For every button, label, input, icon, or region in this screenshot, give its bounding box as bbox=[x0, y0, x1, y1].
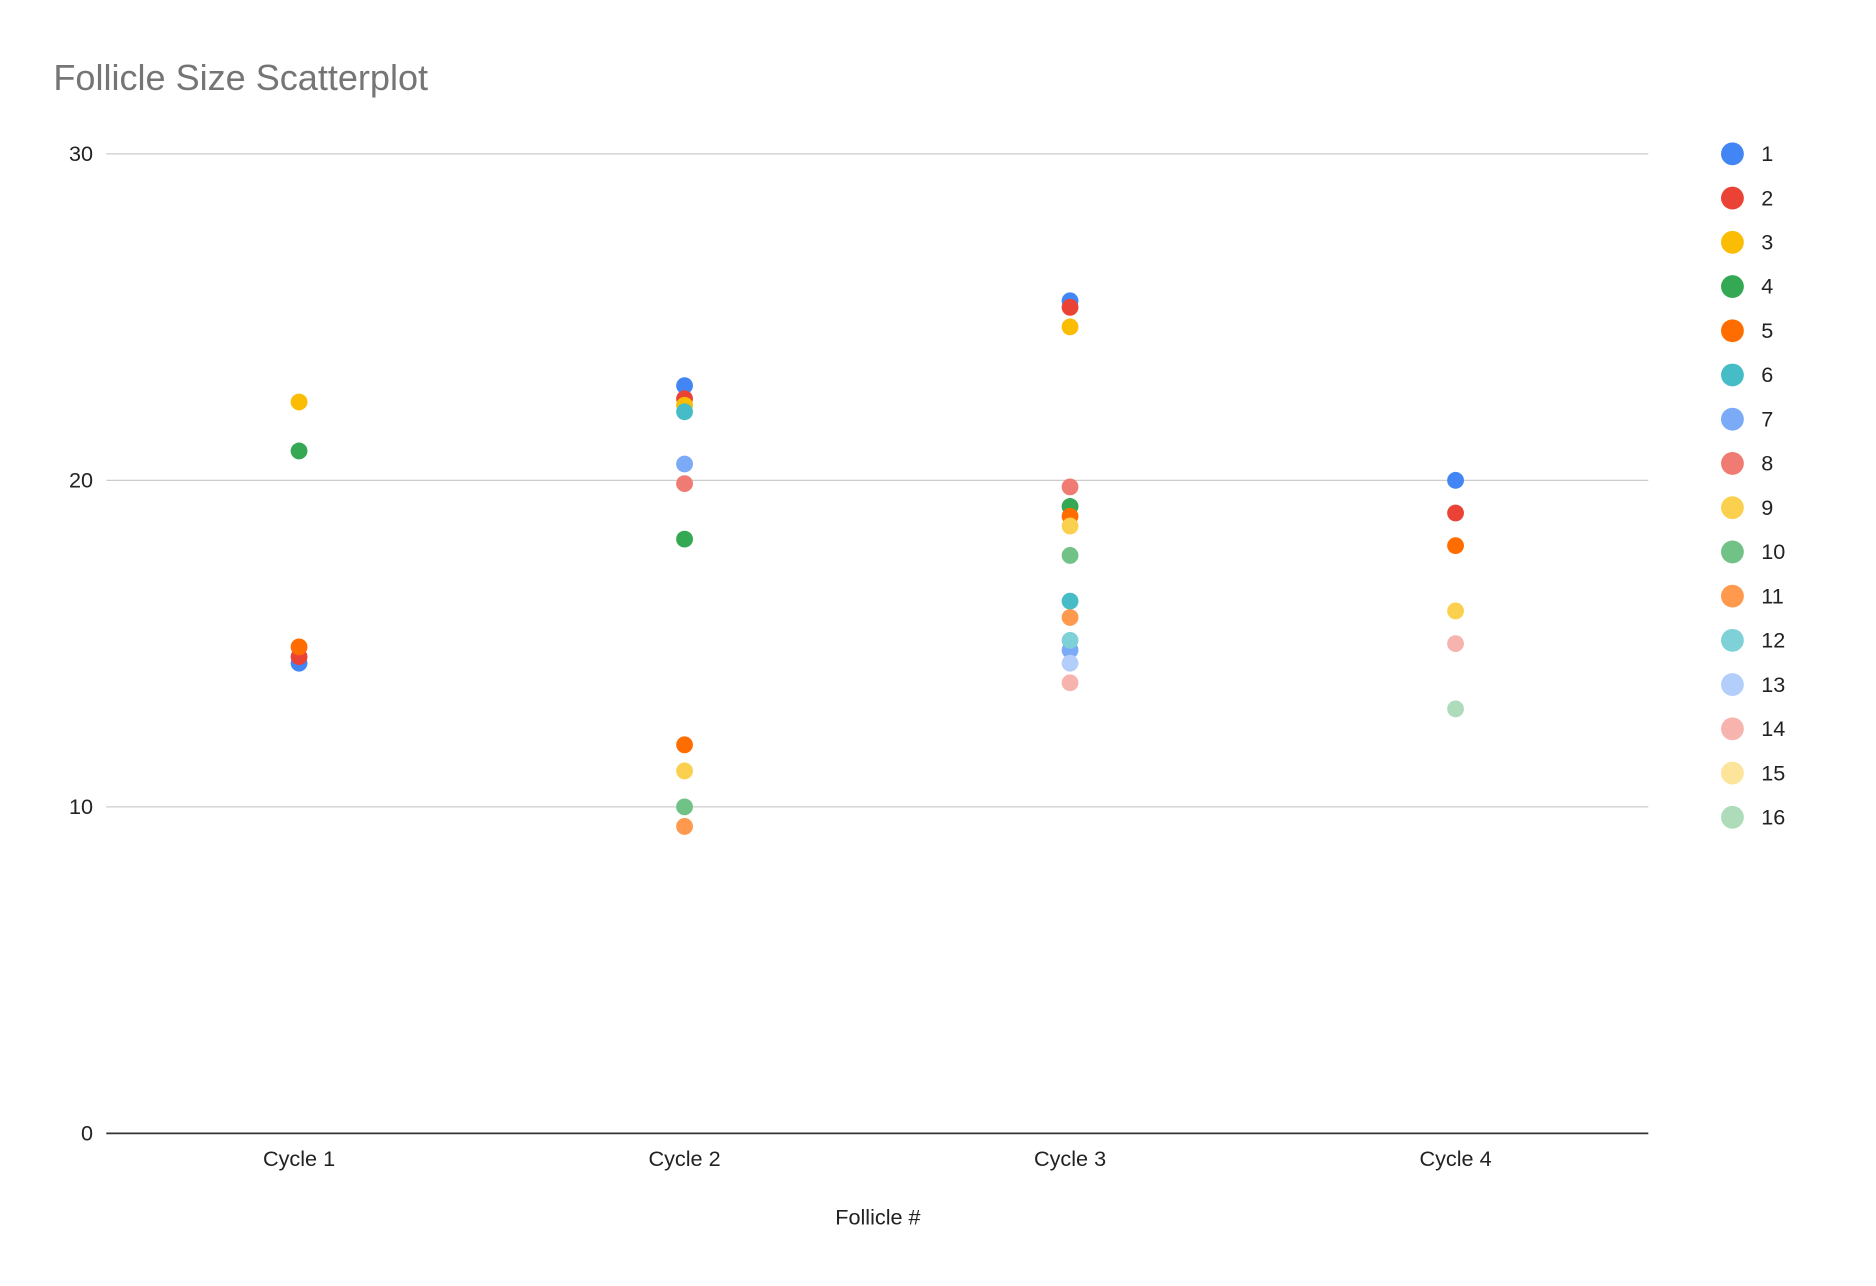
legend-marker bbox=[1721, 761, 1744, 785]
legend-marker bbox=[1721, 805, 1744, 829]
y-tick-label: 0 bbox=[81, 1121, 93, 1146]
legend-label: 8 bbox=[1761, 451, 1773, 476]
data-point-series-10 bbox=[676, 798, 693, 816]
y-tick-label: 10 bbox=[69, 794, 93, 819]
legend-marker bbox=[1721, 407, 1744, 431]
legend-marker bbox=[1721, 142, 1744, 166]
x-tick-label: Cycle 3 bbox=[1034, 1146, 1106, 1171]
data-point-series-6 bbox=[1061, 592, 1079, 610]
data-point-series-13 bbox=[1061, 654, 1079, 672]
data-point-series-1 bbox=[676, 377, 693, 395]
data-point-series-6 bbox=[676, 403, 693, 421]
legend-label: 6 bbox=[1761, 362, 1773, 387]
data-point-series-1 bbox=[1447, 471, 1464, 489]
legend-marker bbox=[1721, 230, 1744, 254]
data-point-series-3 bbox=[290, 393, 308, 411]
legend-marker bbox=[1721, 452, 1744, 475]
data-point-series-8 bbox=[1061, 478, 1079, 496]
legend-marker bbox=[1721, 584, 1744, 608]
data-point-series-7 bbox=[676, 455, 693, 473]
data-point-series-12 bbox=[1061, 631, 1079, 649]
data-point-series-5 bbox=[676, 736, 693, 754]
x-tick-label: Cycle 4 bbox=[1420, 1146, 1492, 1171]
legend-label: 12 bbox=[1761, 628, 1785, 653]
legend-marker bbox=[1721, 540, 1744, 564]
legend-marker bbox=[1721, 275, 1744, 298]
legend-label: 14 bbox=[1761, 716, 1785, 741]
data-point-series-9 bbox=[1447, 602, 1464, 620]
legend-marker bbox=[1721, 628, 1744, 652]
legend-label: 1 bbox=[1761, 141, 1773, 166]
x-tick-label: Cycle 1 bbox=[263, 1146, 335, 1171]
data-point-series-14 bbox=[1447, 635, 1464, 653]
x-axis-label: Follicle # bbox=[835, 1205, 920, 1230]
data-point-series-4 bbox=[290, 442, 308, 460]
legend-label: 2 bbox=[1761, 185, 1773, 210]
data-point-series-2 bbox=[1447, 504, 1464, 522]
legend-label: 16 bbox=[1761, 804, 1785, 829]
y-tick-label: 30 bbox=[69, 141, 93, 166]
legend-marker bbox=[1721, 717, 1744, 741]
legend-label: 3 bbox=[1761, 230, 1773, 255]
data-point-series-5 bbox=[290, 638, 308, 656]
legend-label: 7 bbox=[1761, 406, 1773, 431]
legend-label: 13 bbox=[1761, 672, 1785, 697]
legend-marker bbox=[1721, 319, 1744, 343]
data-point-series-11 bbox=[1061, 609, 1079, 626]
data-point-series-11 bbox=[676, 818, 693, 835]
legend-label: 10 bbox=[1761, 539, 1785, 564]
legend-marker bbox=[1721, 496, 1744, 520]
x-tick-label: Cycle 2 bbox=[649, 1146, 721, 1171]
y-tick-label: 20 bbox=[69, 468, 93, 493]
legend-label: 15 bbox=[1761, 760, 1785, 785]
legend-label: 11 bbox=[1761, 583, 1783, 608]
data-point-series-14 bbox=[1061, 674, 1079, 692]
data-point-series-4 bbox=[676, 530, 693, 548]
legend-label: 9 bbox=[1761, 495, 1773, 520]
data-point-series-9 bbox=[1061, 517, 1079, 535]
data-point-series-2 bbox=[1061, 298, 1079, 316]
legend-label: 5 bbox=[1761, 318, 1773, 343]
data-point-series-9 bbox=[676, 762, 693, 780]
data-point-series-10 bbox=[1061, 547, 1079, 564]
data-point-series-16 bbox=[1447, 700, 1464, 718]
legend-marker bbox=[1721, 363, 1744, 387]
data-point-series-8 bbox=[676, 475, 693, 493]
legend-marker bbox=[1721, 673, 1744, 697]
legend-marker bbox=[1721, 186, 1744, 210]
legend-label: 4 bbox=[1761, 274, 1773, 299]
chart-title: Follicle Size Scatterplot bbox=[53, 57, 428, 98]
data-point-series-5 bbox=[1447, 537, 1464, 555]
data-point-series-3 bbox=[1061, 318, 1079, 336]
